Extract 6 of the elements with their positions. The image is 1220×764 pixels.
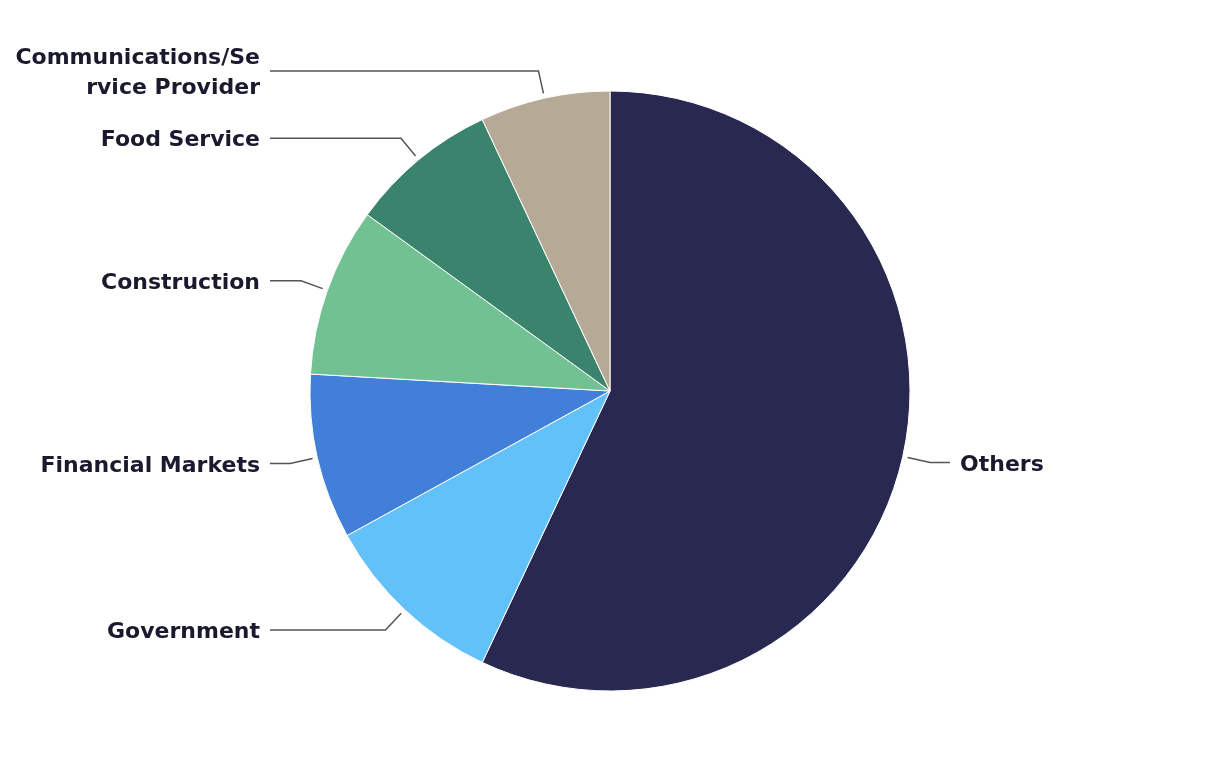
slice-label: Construction xyxy=(101,268,260,294)
slice-label: Financial Markets xyxy=(40,451,260,477)
slice-label: Food Service xyxy=(100,126,260,152)
slice-label: Communications/Service Provider xyxy=(15,43,261,99)
slice-label: Government xyxy=(107,618,261,644)
slice-label: Others xyxy=(960,450,1044,476)
